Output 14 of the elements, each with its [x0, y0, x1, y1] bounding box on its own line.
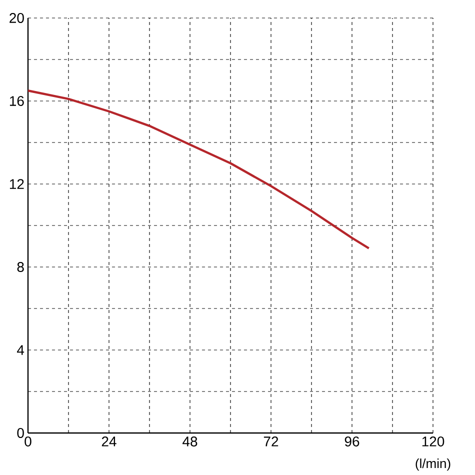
y-tick-label: 16: [10, 96, 24, 106]
y-tick-label: 12: [10, 179, 24, 189]
x-tick-label: 72: [264, 436, 278, 446]
x-tick-label: 120: [422, 436, 444, 446]
y-tick-label: 0: [17, 428, 24, 438]
x-tick-label: 48: [182, 436, 198, 446]
y-tick-label: 8: [17, 262, 24, 272]
x-tick-label: 24: [102, 436, 116, 446]
x-tick-label: 96: [344, 436, 360, 446]
x-tick-label: 0: [24, 436, 32, 446]
x-axis-title: (l/min): [416, 458, 450, 471]
y-tick-label: 20: [10, 13, 24, 23]
y-tick-label: 4: [16, 345, 24, 355]
line-series: [28, 90, 370, 250]
